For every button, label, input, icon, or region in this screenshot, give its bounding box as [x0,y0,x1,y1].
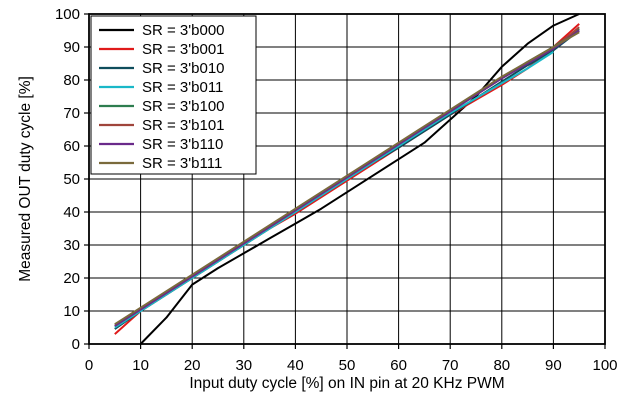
legend-label: SR = 3'b000 [142,22,225,39]
series-line-6 [114,29,580,327]
legend-label: SR = 3'b001 [142,41,225,58]
y-tick-label: 40 [63,204,80,221]
legend-label: SR = 3'b010 [142,60,225,77]
x-tick-label: 20 [184,357,201,374]
legend-label: SR = 3'b110 [142,136,223,153]
legend-label: SR = 3'b100 [142,98,225,115]
y-tick-label: 20 [63,270,80,287]
y-tick-label: 0 [72,336,80,353]
plot-frame [88,13,606,345]
x-tick-label: 80 [493,357,510,374]
legend-label: SR = 3'b011 [142,79,223,96]
series-line-7 [114,31,580,326]
y-tick-label: 10 [63,303,80,320]
x-tick-label: 0 [85,357,93,374]
y-tick-label: 90 [63,39,80,56]
x-tick-label: 40 [287,357,304,374]
y-tick-label: 50 [63,171,80,188]
x-tick-label: 30 [235,357,252,374]
y-tick-labels: 0 10 20 30 40 50 60 70 80 90 100 [55,6,80,353]
y-tick-label: 80 [63,72,80,89]
x-axis-label: Input duty cycle [%] on IN pin at 20 KHz… [189,375,504,392]
x-tick-label: 60 [390,357,407,374]
x-tick-label: 70 [442,357,459,374]
y-tick-label: 70 [63,105,80,122]
x-tick-label: 50 [339,357,356,374]
y-tick-label: 30 [63,237,80,254]
legend-label: SR = 3'b101 [142,117,225,134]
x-tick-label: 100 [592,357,617,374]
series-line-3 [114,51,554,329]
y-axis-label: Measured OUT duty cycle [%] [17,76,34,282]
legend-box [90,15,257,175]
series-line-0 [139,13,580,345]
x-tick-labels: 0 10 20 30 40 50 60 70 80 90 100 [85,357,618,374]
y-tick-label: 60 [63,138,80,155]
x-tick-label: 10 [132,357,149,374]
y-tick-label: 100 [55,6,80,23]
x-tick-label: 90 [545,357,562,374]
data-series [114,13,580,345]
legend-label: SR = 3'b111 [142,155,222,172]
legend: SR = 3'b000 SR = 3'b001 SR = 3'b010 SR = 3'… [90,15,257,175]
